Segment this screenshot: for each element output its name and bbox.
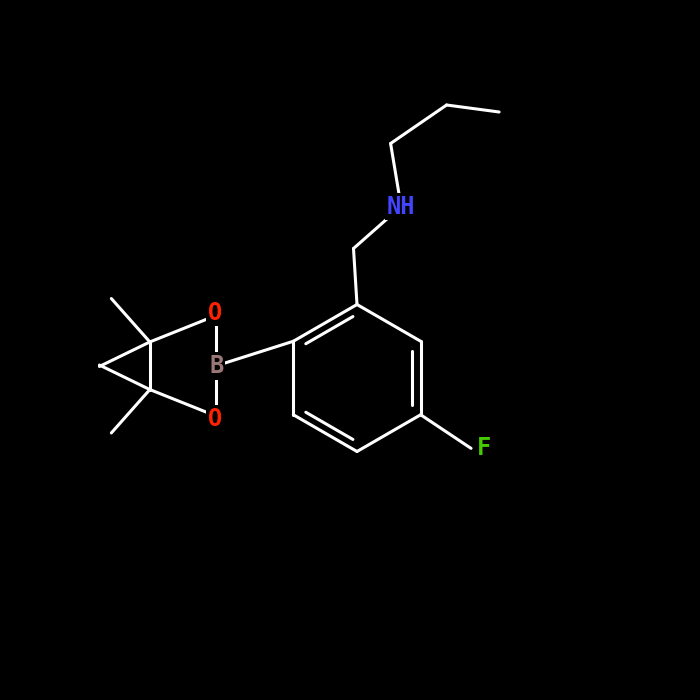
Text: O: O <box>208 407 222 431</box>
Text: O: O <box>208 300 222 325</box>
Text: F: F <box>477 436 491 461</box>
Text: B: B <box>209 354 223 378</box>
Text: NH: NH <box>387 195 415 218</box>
